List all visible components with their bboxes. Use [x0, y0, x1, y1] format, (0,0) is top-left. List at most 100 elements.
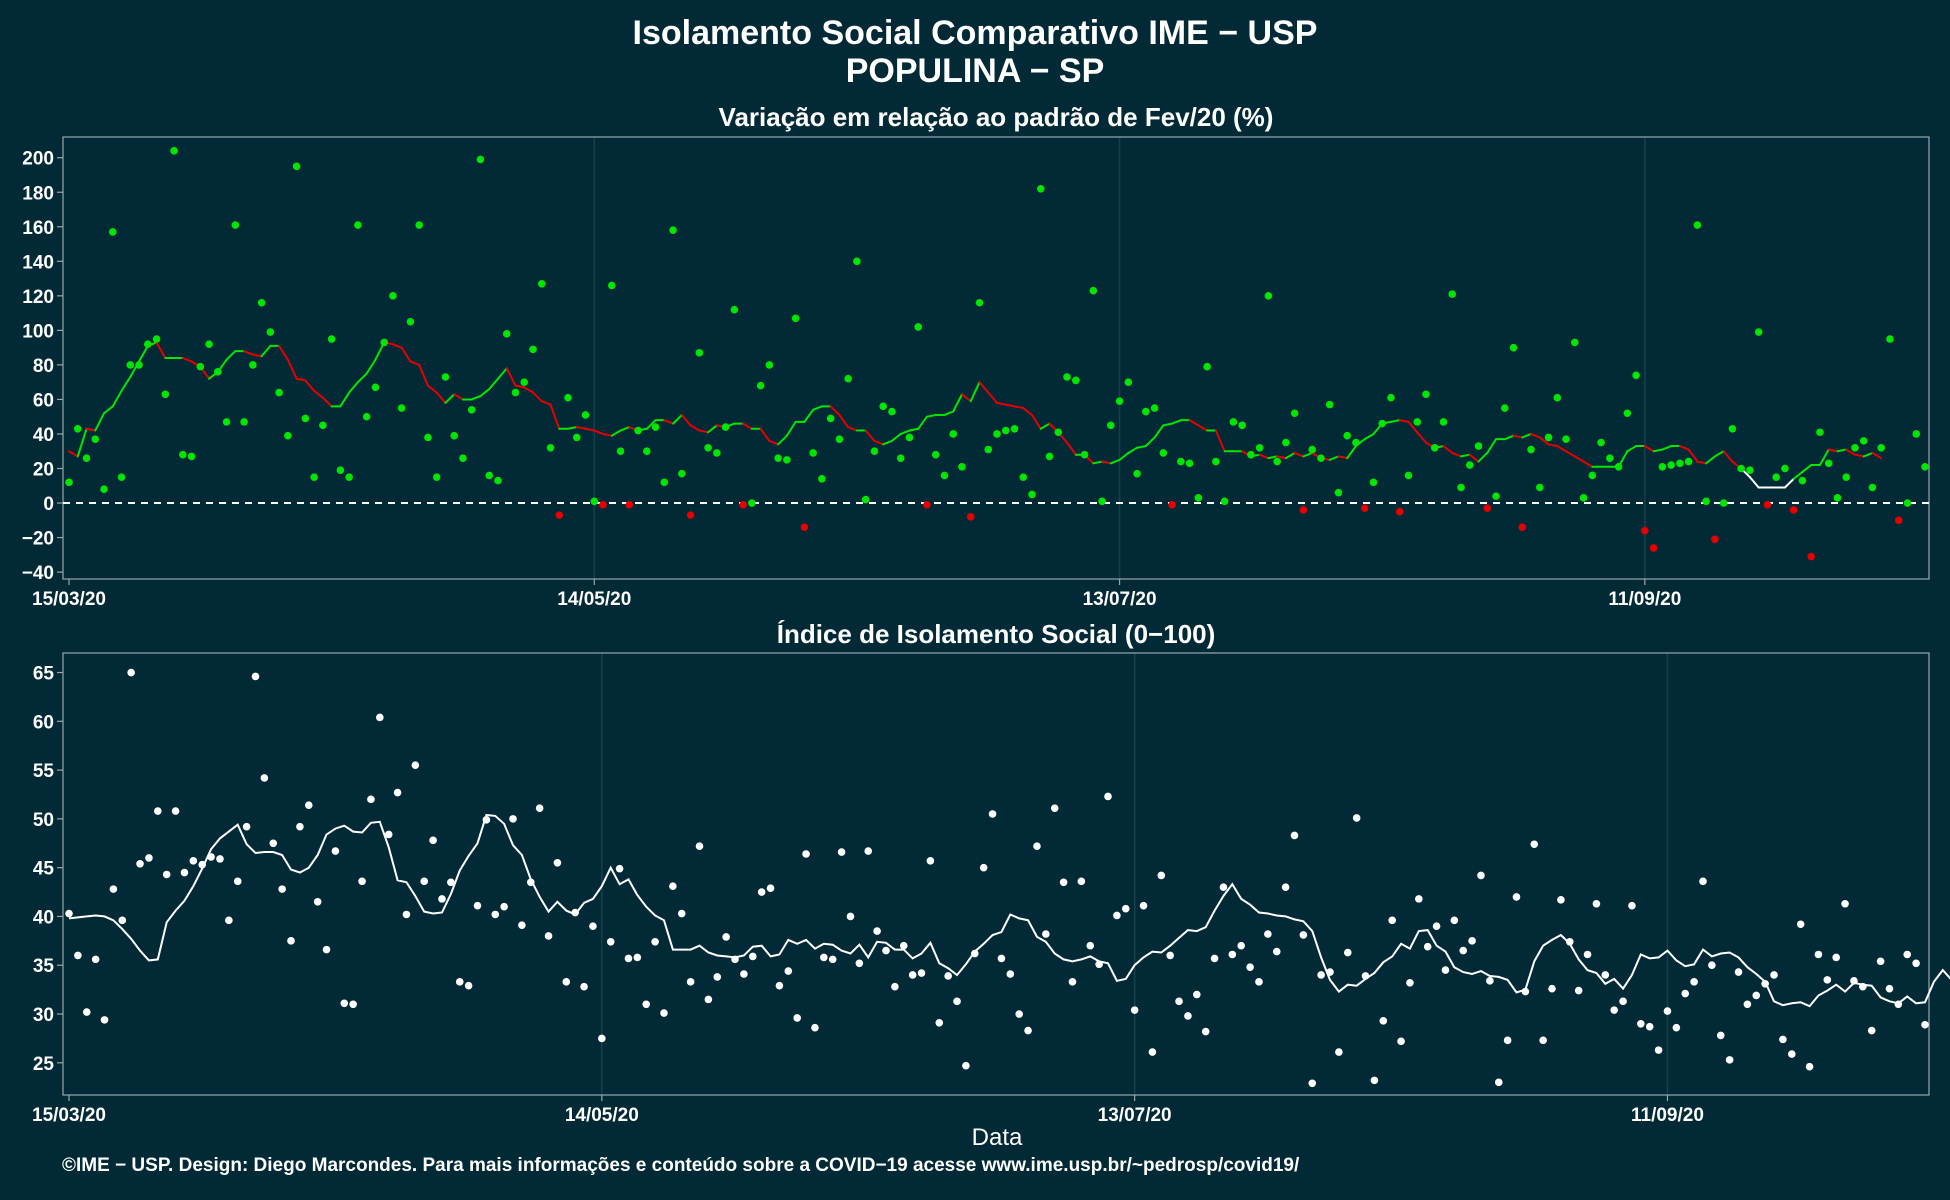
- data-point: [260, 774, 269, 782]
- data-point: [1658, 462, 1667, 471]
- y-tick-label: 120: [22, 287, 54, 308]
- data-point: [1290, 831, 1299, 840]
- data-point: [450, 431, 459, 440]
- moving-average-segment: [1346, 445, 1357, 460]
- data-point: [473, 901, 482, 910]
- data-point: [240, 418, 248, 426]
- moving-average-segment: [1530, 432, 1541, 439]
- data-point: [1535, 483, 1544, 492]
- data-point: [1690, 978, 1698, 986]
- data-point: [1588, 471, 1597, 480]
- moving-average-segment: [1197, 424, 1209, 432]
- data-point: [1413, 418, 1422, 426]
- data-point: [171, 807, 180, 815]
- data-point: [774, 454, 782, 462]
- x-tick-label: 15/03/20: [32, 589, 106, 610]
- data-point: [607, 281, 616, 290]
- data-point: [389, 292, 397, 300]
- data-point: [1708, 961, 1716, 970]
- moving-average-segment: [365, 358, 377, 375]
- data-point: [1663, 1007, 1672, 1015]
- moving-average-segment: [523, 386, 534, 394]
- data-point: [402, 910, 411, 919]
- moving-average-segment: [1013, 405, 1025, 410]
- data-point: [669, 882, 677, 890]
- data-point: [189, 857, 198, 865]
- moving-average-segment: [908, 427, 920, 432]
- data-point: [205, 340, 213, 348]
- data-point: [1912, 959, 1920, 968]
- data-point: [783, 456, 791, 464]
- data-point: [993, 430, 1001, 438]
- data-point: [1326, 968, 1334, 976]
- moving-average-segment: [1337, 455, 1349, 460]
- data-point: [322, 945, 331, 954]
- moving-average-segment: [1188, 419, 1200, 427]
- data-point: [1247, 450, 1255, 459]
- data-point: [1734, 968, 1743, 976]
- y-tick-label: −20: [22, 529, 54, 550]
- moving-average-segment: [1136, 445, 1147, 449]
- data-point: [873, 927, 881, 935]
- data-point: [491, 910, 500, 919]
- data-point: [686, 978, 695, 986]
- y-tick-label: 60: [33, 390, 54, 411]
- y-tick-label: 40: [33, 425, 54, 446]
- data-point: [1816, 428, 1824, 437]
- data-point: [677, 909, 686, 918]
- moving-average-segment: [1556, 445, 1568, 453]
- data-point: [1728, 424, 1737, 433]
- data-point: [1868, 483, 1877, 492]
- data-point: [1645, 1022, 1654, 1031]
- moving-average-segment: [1267, 455, 1279, 460]
- data-point: [1867, 1026, 1876, 1035]
- data-point: [1107, 421, 1115, 430]
- data-point: [135, 361, 143, 369]
- data-point: [1859, 437, 1868, 445]
- data-point: [108, 228, 117, 236]
- moving-average-segment: [777, 434, 788, 446]
- data-point: [1228, 950, 1237, 959]
- data-point: [722, 933, 730, 941]
- data-point: [784, 967, 793, 975]
- data-point: [1325, 400, 1334, 409]
- panel-frame: [62, 652, 1930, 1096]
- data-point: [1787, 1050, 1796, 1058]
- data-point: [811, 1023, 819, 1032]
- data-point: [1583, 950, 1592, 959]
- data-point: [1548, 984, 1556, 993]
- moving-average-segment: [593, 429, 605, 435]
- data-point: [1121, 904, 1130, 913]
- data-point: [1113, 911, 1121, 920]
- data-point: [766, 884, 775, 892]
- moving-average-segment: [1127, 446, 1139, 454]
- data-point: [145, 854, 153, 862]
- chart-subtitle: POPULINA − SP: [845, 52, 1105, 90]
- data-point: [846, 912, 855, 921]
- data-point: [511, 388, 520, 397]
- data-point: [1220, 497, 1229, 506]
- data-point: [154, 807, 162, 815]
- data-point: [1702, 497, 1710, 506]
- data-point: [1019, 473, 1028, 481]
- moving-average-segment: [1521, 432, 1533, 439]
- data-point: [1796, 920, 1805, 929]
- moving-average-segment: [138, 344, 149, 363]
- data-point: [1042, 930, 1050, 938]
- data-point: [931, 450, 940, 459]
- moving-average-segment: [882, 439, 893, 446]
- data-point: [1637, 1019, 1645, 1028]
- data-point: [1404, 471, 1413, 480]
- data-point: [1177, 457, 1185, 466]
- moving-average-segment: [1547, 443, 1559, 448]
- data-point: [1388, 916, 1396, 925]
- data-point: [1833, 494, 1842, 502]
- data-point: [231, 221, 240, 229]
- data-point: [590, 497, 599, 506]
- data-point: [1779, 1035, 1787, 1044]
- data-point: [1281, 883, 1290, 891]
- data-point: [891, 982, 899, 991]
- moving-average-segment: [1853, 453, 1865, 458]
- data-point: [598, 1034, 606, 1043]
- data-point: [721, 423, 730, 431]
